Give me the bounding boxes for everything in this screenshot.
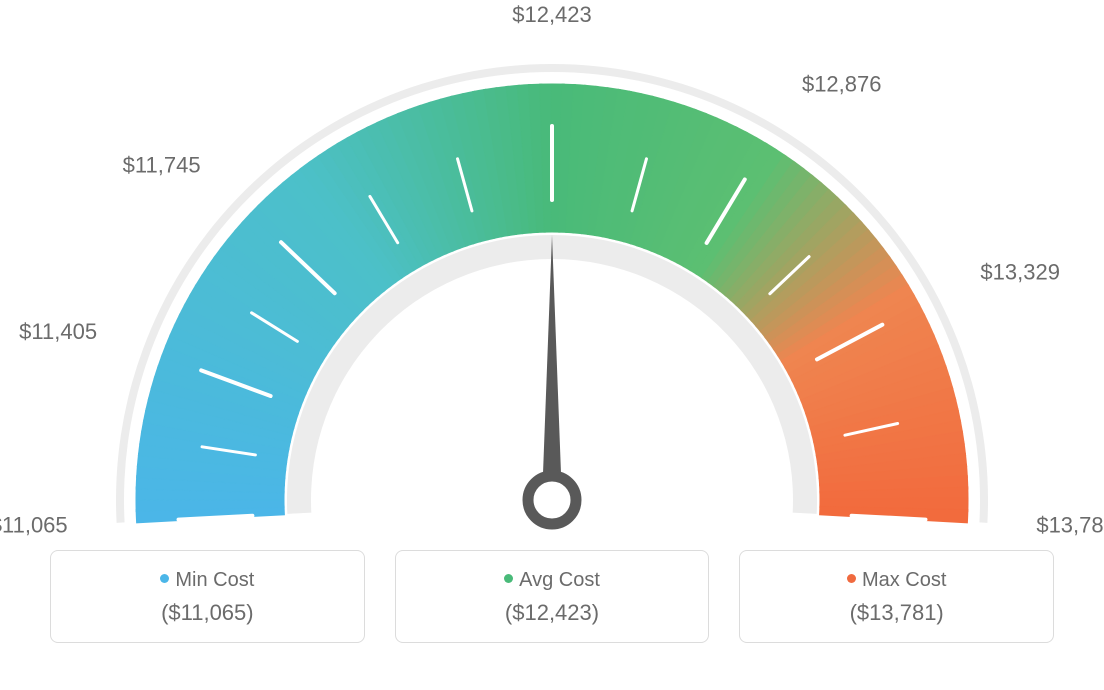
legend-card-min: Min Cost ($11,065) <box>50 550 365 643</box>
legend-row: Min Cost ($11,065) Avg Cost ($12,423) Ma… <box>0 550 1104 643</box>
legend-title-max-text: Max Cost <box>862 569 946 591</box>
dot-max <box>847 574 856 583</box>
svg-text:$11,745: $11,745 <box>123 153 201 178</box>
svg-text:$13,329: $13,329 <box>980 260 1060 285</box>
legend-title-max: Max Cost <box>750 569 1043 592</box>
svg-text:$12,876: $12,876 <box>802 71 882 96</box>
legend-value-avg: ($12,423) <box>406 600 699 626</box>
gauge-chart: $11,065 $11,405 $11,745 $12,423 $12,876 $13,3… <box>0 0 1104 550</box>
dot-avg <box>504 574 513 583</box>
svg-text:$11,405: $11,405 <box>19 319 97 344</box>
svg-text:$11,065: $11,065 <box>0 512 68 537</box>
legend-card-avg: Avg Cost ($12,423) <box>395 550 710 643</box>
svg-text:$13,781: $13,781 <box>1036 512 1104 537</box>
gauge-svg: $11,065 $11,405 $11,745 $12,423 $12,876 $13,3… <box>0 0 1104 550</box>
dot-min <box>160 574 169 583</box>
legend-value-min: ($11,065) <box>61 600 354 626</box>
legend-title-avg: Avg Cost <box>406 569 699 592</box>
legend-title-avg-text: Avg Cost <box>519 569 600 591</box>
legend-value-max: ($13,781) <box>750 600 1043 626</box>
legend-card-max: Max Cost ($13,781) <box>739 550 1054 643</box>
legend-title-min-text: Min Cost <box>175 569 254 591</box>
svg-text:$12,423: $12,423 <box>512 2 592 27</box>
legend-title-min: Min Cost <box>61 569 354 592</box>
